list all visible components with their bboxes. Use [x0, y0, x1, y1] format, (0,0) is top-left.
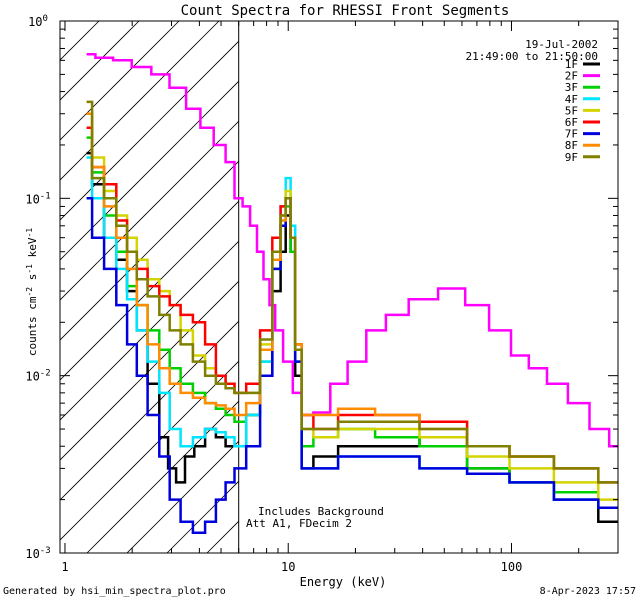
footer-generated-by: Generated by hsi_min_spectra_plot.pro: [3, 586, 226, 597]
plot-frame: [59, 20, 619, 554]
annotation-background: Includes Background: [258, 505, 384, 518]
hatch-line: [60, 80, 239, 261]
series-7F: [86, 197, 618, 535]
y-tick-label: 10-3: [25, 546, 50, 561]
y-tick-label: 10-1: [25, 191, 50, 206]
hatch-line: [440, 0, 640, 600]
annotation-attenuator: Att A1, FDecim 2: [246, 517, 352, 530]
hatch-line: [520, 0, 640, 600]
hatch-line: [600, 0, 640, 600]
hatch-line: [60, 240, 239, 421]
legend-label: 9F: [565, 151, 578, 164]
legend-label: 6F: [565, 116, 578, 129]
x-tick-label: 1: [61, 560, 68, 574]
series-1F: [86, 151, 618, 524]
hatch-line: [60, 360, 239, 541]
legend-label: 5F: [565, 104, 578, 117]
series-8F: [86, 112, 618, 484]
legend-label: 8F: [565, 139, 578, 152]
hatch-line: [86, 400, 239, 553]
hatch-line: [0, 0, 80, 600]
time-range: 21:49:00 to 21:50:00: [466, 50, 598, 63]
x-tick-label: 100: [501, 560, 523, 574]
hatch-line: [480, 0, 640, 600]
hatch-line: [60, 200, 239, 381]
x-axis-label: Energy (keV): [300, 575, 387, 589]
series-9F: [86, 100, 618, 484]
hatch-line: [60, 280, 239, 461]
observation-date: 19-Jul-2002: [525, 38, 598, 51]
chart-title: Count Spectra for RHESSI Front Segments: [181, 3, 510, 19]
legend-label: 4F: [565, 93, 578, 106]
hatch-line: [60, 40, 239, 221]
hatch-line: [60, 21, 180, 141]
y-axis-label: counts cm-2 s-1 keV-1: [25, 228, 40, 356]
hatch-line: [60, 160, 239, 341]
legend-label: 7F: [565, 128, 578, 141]
series-2F: [86, 52, 618, 448]
hatch-line: [60, 21, 220, 181]
footer-timestamp: 8-Apr-2023 17:57: [540, 586, 636, 597]
legend-label: 3F: [565, 81, 578, 94]
y-tick-label: 10-2: [25, 369, 50, 384]
x-tick-label: 10: [281, 560, 295, 574]
legend-label: 1F: [565, 58, 578, 71]
legend-label: 2F: [565, 70, 578, 83]
y-tick-label: 100: [28, 14, 48, 29]
